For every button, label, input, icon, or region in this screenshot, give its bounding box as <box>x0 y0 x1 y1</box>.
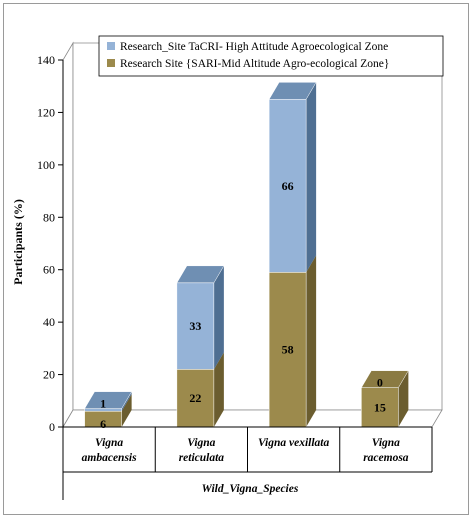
legend-box <box>98 35 444 77</box>
bar-top <box>268 82 317 100</box>
bar-segment-tacri <box>176 265 224 370</box>
category-label: Vigna <box>187 437 215 449</box>
y-tick-label: 80 <box>43 210 55 224</box>
y-axis-title: Participants (%) <box>11 199 25 285</box>
bar-top <box>176 265 225 284</box>
data-label-tacri: 66 <box>282 179 294 193</box>
y-tick-label: 60 <box>43 263 55 277</box>
bar-segment-sari <box>176 352 224 428</box>
data-label-tacri: 1 <box>100 397 106 411</box>
bar-front <box>176 282 215 370</box>
bar-side <box>306 82 317 273</box>
y-axis: 0 20 40 60 80 100 120 140 <box>37 53 64 434</box>
bar-front <box>176 369 215 428</box>
bar-segment-tacri <box>268 82 317 273</box>
bar-side <box>121 394 132 427</box>
category-label: reticulata <box>179 452 225 464</box>
y-tick-label: 20 <box>43 368 55 382</box>
data-label-sari: 15 <box>374 400 386 414</box>
category-label: Vigna <box>95 437 123 449</box>
legend-swatch <box>107 42 115 50</box>
y-tick-label: 40 <box>43 315 55 329</box>
y-tick-label: 0 <box>49 420 55 434</box>
back-wall <box>72 42 443 411</box>
side-wall <box>62 41 74 429</box>
legend-label: Research_Site TaCRI- High Attitude Agroe… <box>120 41 388 53</box>
legend: Research_Site TaCRI- High Attitude Agroe… <box>98 35 444 77</box>
data-label-sari: 22 <box>189 391 201 405</box>
bar-top <box>360 370 409 388</box>
y-tick-label: 140 <box>37 53 55 67</box>
category-label: ambacensis <box>82 452 137 464</box>
bar-side <box>398 370 409 427</box>
bar-front <box>268 99 307 273</box>
legend-label: Research Site {SARI-Mid Altitude Agro-ec… <box>120 58 389 70</box>
bar-segment-sari <box>84 394 132 428</box>
y-tick-label: 100 <box>37 158 55 172</box>
y-tick-label: 120 <box>37 105 55 119</box>
bar-side <box>213 352 224 427</box>
bar-top <box>84 391 133 409</box>
legend-swatch <box>107 59 115 67</box>
data-label-tacri: 33 <box>189 319 201 333</box>
bar-side <box>306 255 317 427</box>
bar-side <box>121 391 132 412</box>
data-label-sari: 58 <box>282 343 294 357</box>
category-label: Vigna <box>372 437 400 449</box>
bar-front <box>268 272 307 428</box>
category-label: racemosa <box>363 452 409 464</box>
bar-side <box>213 265 224 370</box>
data-label-sari: 6 <box>100 417 106 431</box>
x-axis-title: Wild_Vigna_Species <box>202 483 299 495</box>
category-label: Vigna vexillata <box>258 437 329 449</box>
plot-walls <box>62 41 443 429</box>
bars <box>84 82 409 428</box>
bar-segment-sari <box>268 255 317 428</box>
data-label-tacri: 0 <box>377 376 383 390</box>
data-labels: 6 1 22 33 58 66 15 0 <box>100 179 386 431</box>
category-table: Vigna ambacensis Vigna reticulata Vigna vexi… <box>62 426 433 500</box>
